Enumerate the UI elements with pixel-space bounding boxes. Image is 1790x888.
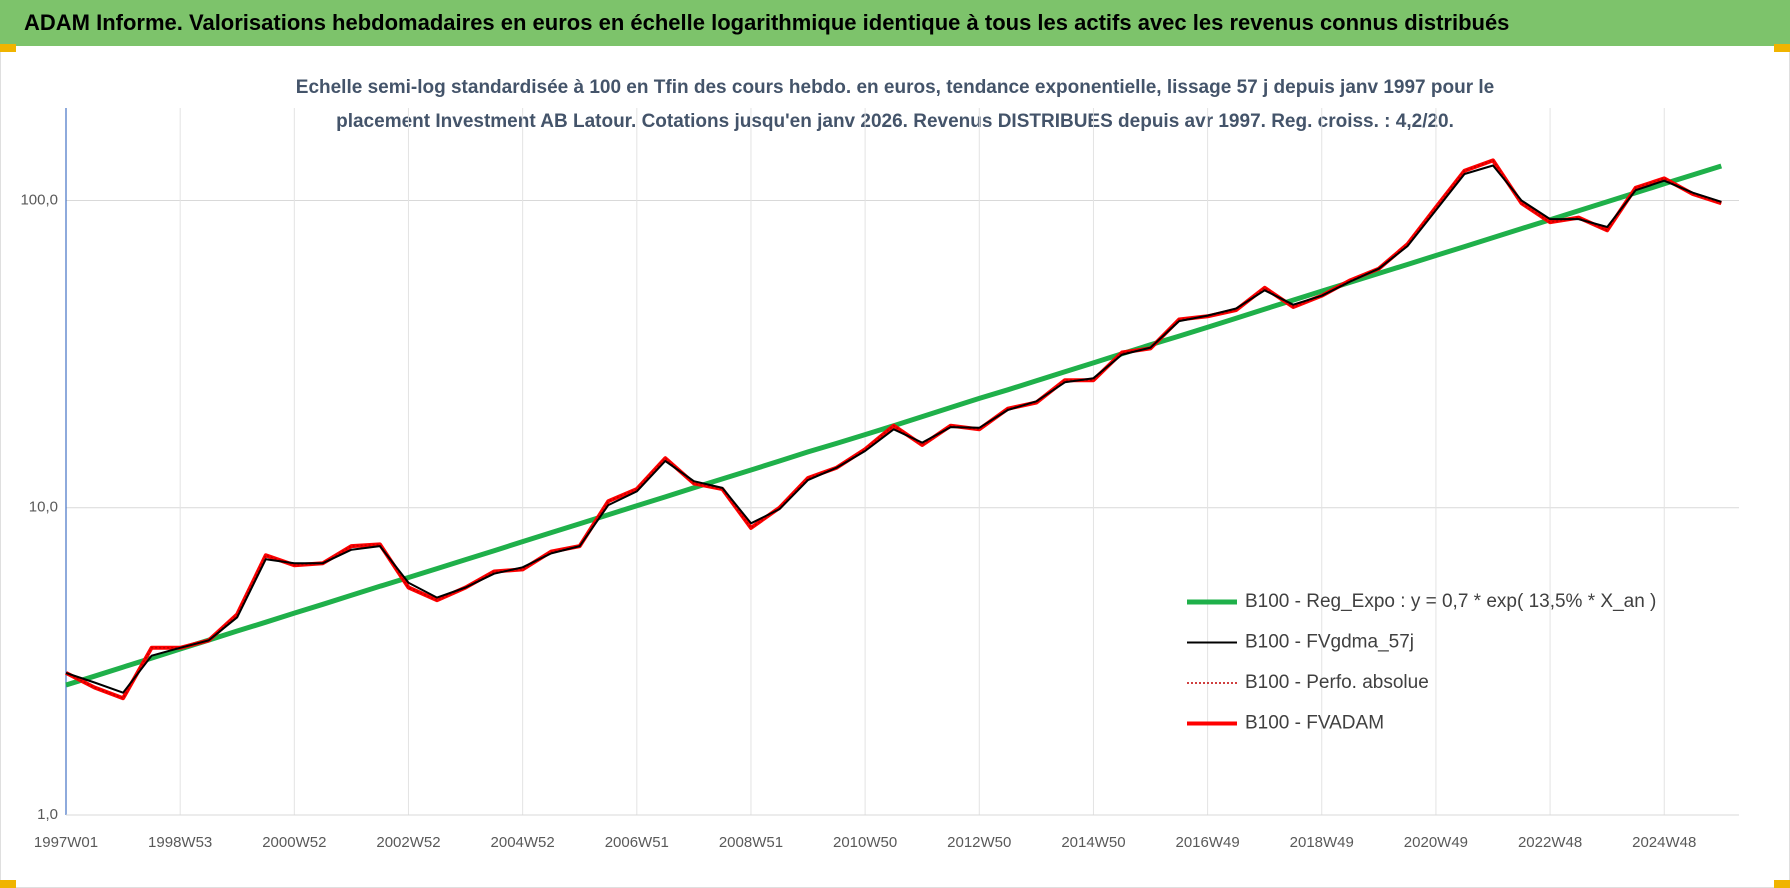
x-tick-label: 2014W50 [1061,834,1125,851]
y-tick-label: 10,0 [29,499,58,516]
x-tick-label: 2010W50 [833,834,897,851]
x-tick-label: 1998W53 [148,834,212,851]
x-tick-label: 2000W52 [262,834,326,851]
corner-mark [1774,44,1790,52]
x-tick-label: 2006W51 [605,834,669,851]
x-tick-label: 2022W48 [1518,834,1582,851]
y-tick-label: 100,0 [20,191,58,208]
x-tick-label: 2020W49 [1404,834,1468,851]
corner-mark [0,44,16,52]
x-tick-label: 2004W52 [491,834,555,851]
title-banner [0,0,1790,46]
y-tick-label: 1,0 [37,806,58,823]
series-line [65,159,1722,699]
corner-mark [1774,880,1790,888]
legend-label: B100 - FVADAM [1245,713,1384,734]
corner-mark [0,880,16,888]
subtitle: Echelle semi-log standardisée à 100 en T… [296,77,1494,98]
x-tick-label: 2018W49 [1290,834,1354,851]
x-tick-label: 2012W50 [947,834,1011,851]
legend-label: B100 - Reg_Expo : y = 0,7 * exp( 13,5% *… [1245,591,1656,612]
x-tick-label: 2024W48 [1632,834,1696,851]
subtitle: placement Investment AB Latour. Cotation… [336,111,1454,132]
x-tick-label: 1997W01 [34,834,98,851]
x-tick-label: 2016W49 [1175,834,1239,851]
chart-title: ADAM Informe. Valorisations hebdomadaire… [24,10,1509,35]
legend-label: B100 - FVgdma_57j [1245,632,1414,653]
x-tick-label: 2008W51 [719,834,783,851]
x-tick-label: 2002W52 [376,834,440,851]
legend-label: B100 - Perfo. absolue [1245,672,1429,693]
series-line [65,164,1722,694]
